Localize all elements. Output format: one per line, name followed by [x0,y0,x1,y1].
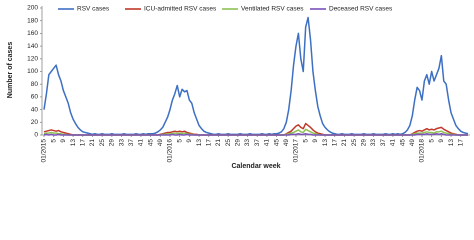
x-tick-label: 41 [138,139,145,147]
x-tick-label: 45 [147,139,154,147]
x-tick-label: 37 [254,139,261,147]
x-tick-label: 01/2015 [41,139,48,163]
x-tick-label: 9 [60,139,67,143]
x-tick-label: 13 [70,139,77,147]
x-tick-label: 9 [312,139,319,143]
x-tick-label: 33 [370,139,377,147]
x-tick-label: 5 [302,139,309,143]
x-tick-label: 29 [109,139,116,147]
x-tick-label: 01/2018 [419,139,426,163]
y-tick-label: 40 [31,106,39,113]
x-tick-label: 9 [186,139,193,143]
x-tick-label: 21 [215,139,222,147]
x-tick-label: 49 [409,139,416,147]
y-tick-label: 60 [31,94,39,101]
y-tick-label: 20 [31,119,39,126]
x-tick-label: 17 [331,139,338,147]
y-tick-label: 140 [27,43,38,50]
x-tick-label: 21 [89,139,96,147]
x-tick-label: 25 [99,139,106,147]
y-tick-label: 120 [27,56,38,63]
x-tick-label: 29 [361,139,368,147]
y-tick-label: 180 [27,17,38,24]
x-tick-label: 49 [283,139,290,147]
x-tick-label: 9 [438,139,445,143]
x-axis-title: Calendar week [231,163,280,170]
y-axis-title: Number of cases [7,42,14,99]
x-tick-label: 37 [380,139,387,147]
x-tick-label: 41 [264,139,271,147]
chart: Number of cases Calendar week 0 20 40 60 80 1… [7,5,470,170]
series-line [43,16,469,136]
x-tick-label: 25 [225,139,232,147]
x-tick-label: 45 [273,139,280,147]
x-tick-label: 45 [399,139,406,147]
legend-label: Deceased RSV cases [329,6,393,13]
x-tick-label: 33 [118,139,125,147]
y-tick-label: 160 [27,30,38,37]
legend-label: ICU-admitted RSV cases [144,6,217,13]
x-tick-label: 13 [322,139,329,147]
x-tick-label: 37 [128,139,135,147]
x-tick-label: 01/2017 [293,139,300,163]
legend-label: Ventilated RSV cases [241,6,304,13]
x-tick-label: 21 [341,139,348,147]
x-tick-label: 13 [196,139,203,147]
legend-label: RSV cases [77,6,110,13]
x-tick-label: 49 [157,139,164,147]
x-tick-label: 5 [50,139,57,143]
y-tick-label: 80 [31,81,39,88]
series-line [43,132,468,136]
x-tick-label: 5 [428,139,435,143]
x-tick-label: 29 [235,139,242,147]
x-tick-label: 33 [244,139,251,147]
x-tick-label: 01/2016 [167,139,174,163]
x-tick-label: 17 [457,139,464,147]
y-tick-label: 200 [27,5,38,12]
x-tick-label: 25 [351,139,358,147]
x-tick-label: 17 [79,139,86,147]
x-tick-label: 17 [205,139,212,147]
x-tick-label: 5 [176,139,183,143]
y-tick-label: 100 [27,68,38,75]
y-tick-label: 0 [34,132,38,139]
x-tick-label: 41 [390,139,397,147]
x-tick-label: 13 [448,139,455,147]
